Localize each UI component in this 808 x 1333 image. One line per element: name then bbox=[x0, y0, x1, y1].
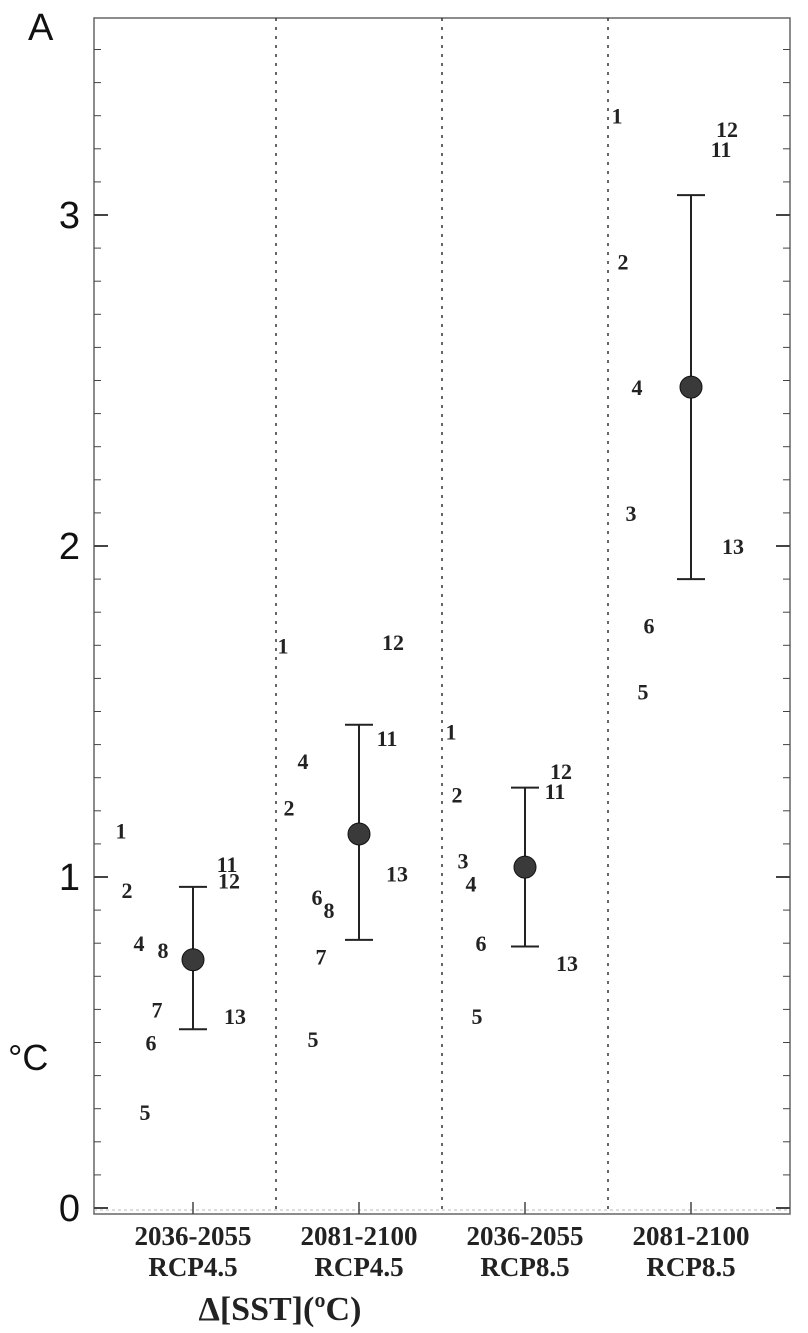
model-label-4: 4 bbox=[466, 872, 477, 897]
model-label-3: 3 bbox=[458, 848, 469, 873]
model-label-7: 7 bbox=[316, 944, 327, 969]
ensemble-mean-marker bbox=[679, 375, 703, 399]
model-label-1: 1 bbox=[116, 819, 127, 844]
model-label-5: 5 bbox=[638, 680, 649, 705]
model-label-11: 11 bbox=[545, 779, 566, 804]
model-label-13: 13 bbox=[224, 1004, 246, 1029]
model-label-12: 12 bbox=[716, 117, 738, 142]
category-period-label: 2036-2055 bbox=[135, 1221, 252, 1251]
category-period-label: 2081-2100 bbox=[301, 1221, 418, 1251]
model-label-8: 8 bbox=[324, 898, 335, 923]
model-label-12: 12 bbox=[550, 759, 572, 784]
x-axis-title: Δ[SST](ºC) bbox=[199, 1291, 362, 1328]
plot-frame bbox=[93, 17, 791, 1215]
ensemble-mean-marker bbox=[181, 948, 205, 972]
ensemble-mean-marker bbox=[513, 855, 537, 879]
model-label-13: 13 bbox=[386, 862, 408, 887]
model-label-11: 11 bbox=[711, 137, 732, 162]
model-labels: 124 8765111213142687512111312346512111312… bbox=[116, 104, 745, 1125]
model-label-6: 6 bbox=[146, 1031, 157, 1056]
y-tick-label: 0 bbox=[59, 1188, 80, 1230]
category-dividers bbox=[275, 18, 609, 1214]
model-label-7: 7 bbox=[152, 997, 163, 1022]
y-tick-label: 2 bbox=[59, 526, 80, 568]
category-scenario-label: RCP4.5 bbox=[314, 1252, 403, 1282]
category-scenario-label: RCP8.5 bbox=[646, 1252, 735, 1282]
ensemble-mean-marker bbox=[347, 822, 371, 846]
model-label-4: 4 bbox=[298, 749, 309, 774]
model-label-11: 11 bbox=[217, 852, 238, 877]
model-label-12: 12 bbox=[218, 868, 240, 893]
model-label-6: 6 bbox=[644, 613, 655, 638]
model-label-2: 2 bbox=[452, 782, 463, 807]
model-label-8: 8 bbox=[158, 938, 169, 963]
model-label-13: 13 bbox=[556, 951, 578, 976]
model-label-1: 1 bbox=[278, 633, 289, 658]
model-label-2: 2 bbox=[122, 878, 133, 903]
model-label-5: 5 bbox=[140, 1100, 151, 1125]
model-label-13: 13 bbox=[722, 534, 744, 559]
category-scenario-label: RCP8.5 bbox=[480, 1252, 569, 1282]
category-period-label: 2036-2055 bbox=[467, 1221, 584, 1251]
model-label-5: 5 bbox=[472, 1004, 483, 1029]
y-tick-label: 1 bbox=[59, 857, 80, 899]
model-label-1: 1 bbox=[446, 719, 457, 744]
category-scenario-label: RCP4.5 bbox=[148, 1252, 237, 1282]
x-axis-categories: 2036-2055RCP4.52081-2100RCP4.52036-2055R… bbox=[135, 1221, 750, 1282]
model-label-1: 1 bbox=[612, 104, 623, 129]
model-label-12: 12 bbox=[382, 630, 404, 655]
model-label-11: 11 bbox=[377, 726, 398, 751]
model-label-5: 5 bbox=[308, 1027, 319, 1052]
model-label-3: 3 bbox=[626, 501, 637, 526]
model-label-4: 4 bbox=[134, 931, 145, 956]
panel-label: A bbox=[28, 7, 54, 49]
unit-label: °C bbox=[8, 1037, 48, 1078]
model-label-2: 2 bbox=[284, 795, 295, 820]
model-label-2: 2 bbox=[618, 249, 629, 274]
y-tick-label: 3 bbox=[59, 195, 80, 237]
model-label-4: 4 bbox=[632, 375, 643, 400]
plot-border bbox=[93, 17, 791, 1215]
category-period-label: 2081-2100 bbox=[633, 1221, 750, 1251]
ensemble-means bbox=[179, 194, 705, 1031]
model-label-6: 6 bbox=[312, 885, 323, 910]
model-label-6: 6 bbox=[476, 931, 487, 956]
